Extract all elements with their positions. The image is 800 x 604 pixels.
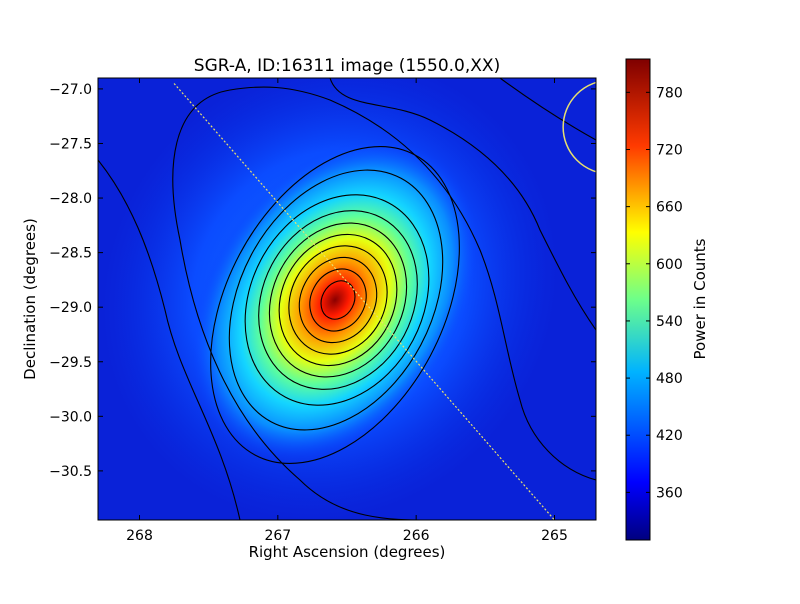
colorbar-gradient (625, 58, 651, 541)
y-tick-label: −28.5 (49, 246, 92, 262)
colorbar-tick-label: 360 (656, 485, 683, 501)
y-tick-label: −30.5 (49, 464, 92, 480)
y-tick-label: −29.5 (49, 355, 92, 371)
x-tick-label: 268 (126, 528, 153, 544)
beam-circle (562, 81, 596, 173)
contour-line (98, 159, 241, 520)
colorbar-tick-label: 720 (656, 142, 683, 158)
x-tick-label: 267 (264, 528, 291, 544)
x-axis-label: Right Ascension (degrees) (249, 543, 446, 561)
colorbar-ticks: 360 420 480 540 600 660 720 780 (626, 85, 683, 501)
contour-line (172, 86, 596, 520)
chart-title: SGR-A, ID:16311 image (1550.0,XX) (194, 56, 500, 76)
contour-line (258, 210, 418, 390)
contour-line (210, 146, 460, 464)
contour-line (320, 280, 356, 320)
contour-lines (98, 78, 596, 520)
y-tick-label: −28.0 (49, 191, 92, 207)
contour-line (288, 245, 388, 355)
emission-blob (191, 139, 479, 461)
colorbar-tick-label: 600 (656, 257, 683, 273)
colorbar-label: Power in Counts (691, 238, 709, 359)
y-axis-label: Declination (degrees) (21, 218, 39, 380)
contour-line (298, 256, 378, 344)
x-tick-label: 266 (403, 528, 430, 544)
contour-line (228, 169, 444, 431)
y-tick-label: −29.0 (49, 300, 92, 316)
colorbar-tick-label: 480 (656, 371, 683, 387)
contour-line (244, 194, 430, 406)
y-tick-label: −27.5 (49, 136, 92, 152)
colorbar-tick-label: 420 (656, 428, 683, 444)
galactic-plane-line (173, 83, 555, 520)
x-axis: 268 267 266 265 (126, 78, 568, 544)
plot-frame (97, 77, 597, 521)
x-tick-label: 265 (541, 528, 568, 544)
colorbar-tick-label: 540 (656, 314, 683, 330)
colorbar: 360 420 480 540 600 660 720 780 Power in Counts (625, 58, 709, 541)
contour-line (499, 78, 596, 141)
contour-line (268, 222, 408, 378)
y-tick-label: −30.0 (49, 409, 92, 425)
y-tick-label: −27.0 (49, 82, 92, 98)
colorbar-tick-label: 780 (656, 85, 683, 101)
y-axis: −27.0 −27.5 −28.0 −28.5 −29.0 −29.5 −30.0 −30.5 (49, 82, 596, 480)
contour-line (329, 78, 596, 331)
plot-area (98, 78, 596, 520)
colorbar-tick-label: 660 (656, 200, 683, 216)
contour-line (309, 268, 367, 332)
contour-line (278, 233, 398, 367)
